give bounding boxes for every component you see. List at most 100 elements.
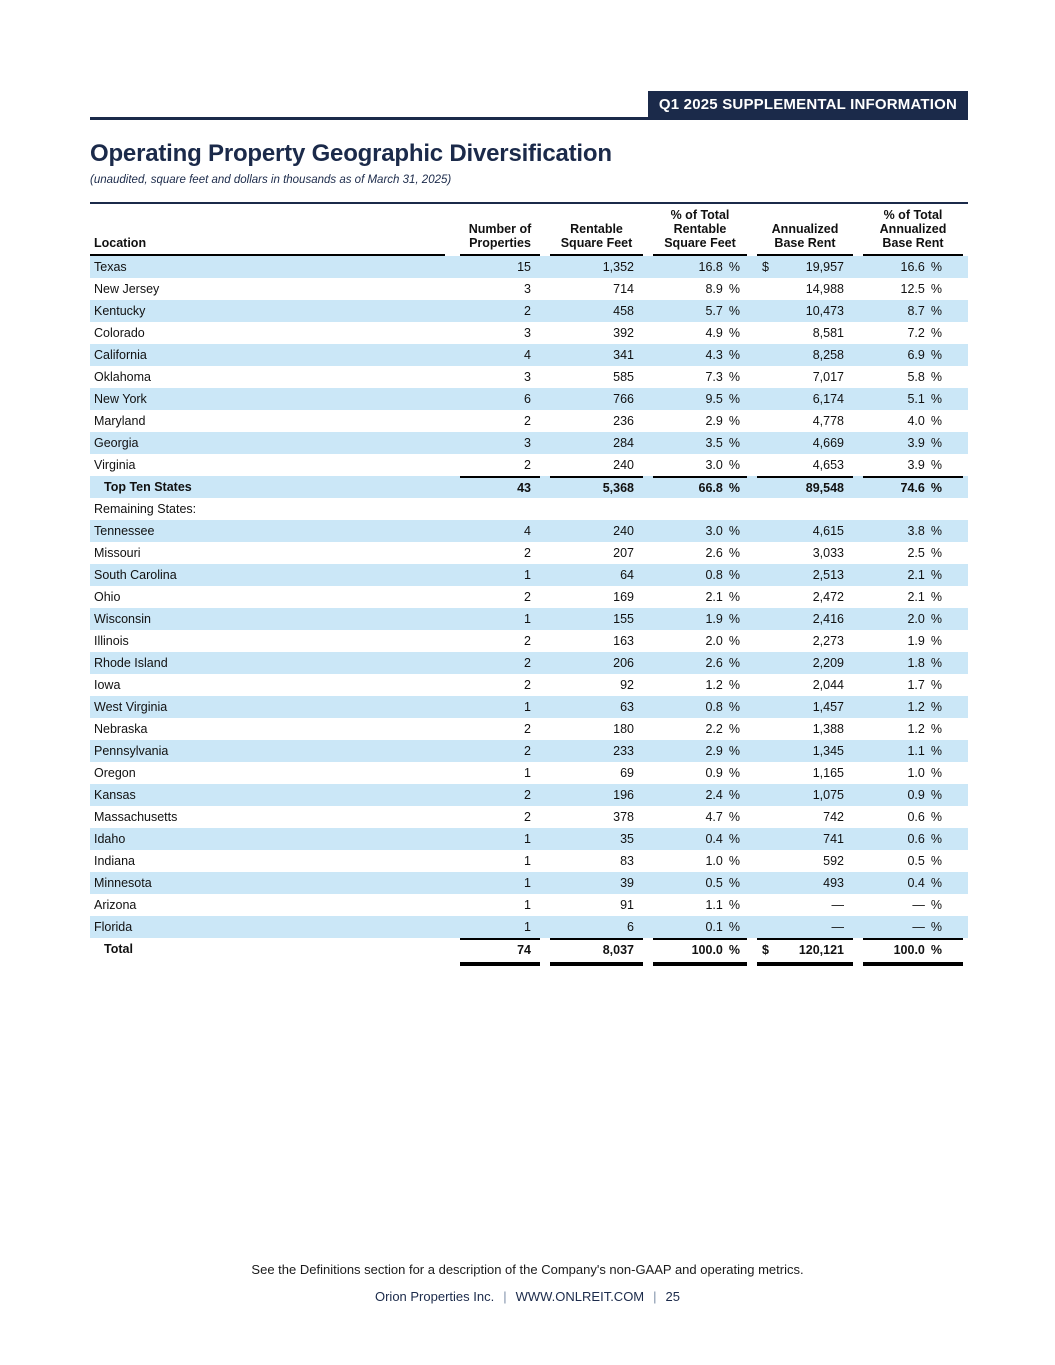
location-cell: Kansas	[94, 788, 136, 802]
table-row: Maryland 2 236 2.9% 4,778 4.0%	[90, 410, 968, 432]
location-cell: Missouri	[94, 546, 141, 560]
header-rule: Q1 2025 SUPPLEMENTAL INFORMATION	[90, 91, 968, 120]
properties-cell: 2	[524, 656, 531, 670]
percent-sign: %	[728, 810, 740, 824]
location-cell: Illinois	[94, 634, 129, 648]
percent-sign: %	[728, 656, 740, 670]
rentable-sf-cell: 64	[620, 568, 634, 582]
percent-sign: %	[728, 481, 740, 495]
properties-cell: 2	[524, 546, 531, 560]
percent-sign: %	[930, 832, 942, 846]
annualized-base-rent-cell: 4,669	[812, 436, 844, 450]
double-rule	[863, 962, 963, 966]
percent-sign: %	[728, 524, 740, 538]
table-row: Massachusetts 2 378 4.7% 742 0.6%	[90, 806, 968, 828]
location-cell: Florida	[94, 920, 133, 934]
percent-sign: %	[728, 722, 740, 736]
rentable-sf-cell: 284	[613, 436, 634, 450]
annualized-base-rent-cell: 19,957	[805, 260, 844, 274]
pct-annualized-base-rent-cell: 4.0	[907, 414, 925, 428]
total-double-rule-row	[90, 960, 968, 968]
percent-sign: %	[728, 634, 740, 648]
properties-cell: 74	[517, 943, 531, 957]
location-cell: New Jersey	[94, 282, 160, 296]
properties-cell: 2	[524, 678, 531, 692]
percent-sign: %	[930, 788, 942, 802]
pct-rentable-sf-cell: 1.0	[705, 854, 723, 868]
properties-cell: 4	[524, 348, 531, 362]
pct-rentable-sf-cell: 2.4	[705, 788, 723, 802]
pct-rentable-sf-cell: 2.9	[705, 744, 723, 758]
properties-cell: 2	[524, 590, 531, 604]
annualized-base-rent-cell: 493	[823, 876, 844, 890]
annualized-base-rent-cell: 1,075	[812, 788, 844, 802]
properties-cell: 3	[524, 370, 531, 384]
annualized-base-rent-cell: 592	[823, 854, 844, 868]
properties-cell: 2	[524, 304, 531, 318]
banner: Q1 2025 SUPPLEMENTAL INFORMATION	[647, 91, 968, 117]
annualized-base-rent-cell: 8,581	[812, 326, 844, 340]
pct-rentable-sf-cell: 3.0	[705, 458, 723, 472]
pct-rentable-sf-cell: 2.6	[705, 656, 723, 670]
properties-cell: 15	[517, 260, 531, 274]
pct-rentable-sf-cell: 2.2	[705, 722, 723, 736]
table-row: Missouri 2 207 2.6% 3,033 2.5%	[90, 542, 968, 564]
properties-cell: 2	[524, 810, 531, 824]
pct-annualized-base-rent-cell: —	[912, 920, 925, 934]
percent-sign: %	[930, 414, 942, 428]
percent-sign: %	[728, 744, 740, 758]
pct-rentable-sf-cell: 5.7	[705, 304, 723, 318]
pct-annualized-base-rent-cell: 2.1	[907, 590, 925, 604]
percent-sign: %	[930, 436, 942, 450]
location-cell: Maryland	[94, 414, 146, 428]
table-row: Minnesota 1 39 0.5% 493 0.4%	[90, 872, 968, 894]
table-row: Kentucky 2 458 5.7% 10,473 8.7%	[90, 300, 968, 322]
footnote: See the Definitions section for a descri…	[251, 1262, 804, 1277]
rentable-sf-cell: 236	[613, 414, 634, 428]
location-cell: Virginia	[94, 458, 136, 472]
footer: Orion Properties Inc. | WWW.ONLREIT.COM | 25	[0, 1289, 1055, 1304]
location-cell: South Carolina	[94, 568, 177, 582]
rentable-sf-cell: 180	[613, 722, 634, 736]
pct-annualized-base-rent-cell: 2.0	[907, 612, 925, 626]
pct-rentable-sf-cell: 1.9	[705, 612, 723, 626]
total-double-rule-section	[90, 960, 968, 968]
column-header-annualized-base-rent: Annualized Base Rent	[757, 204, 853, 256]
table-row: Colorado 3 392 4.9% 8,581 7.2%	[90, 322, 968, 344]
percent-sign: %	[728, 898, 740, 912]
percent-sign: %	[728, 414, 740, 428]
pct-annualized-base-rent-cell: 1.1	[907, 744, 925, 758]
properties-cell: 6	[524, 392, 531, 406]
properties-cell: 1	[524, 612, 531, 626]
pct-rentable-sf-cell: 1.1	[705, 898, 723, 912]
geographic-diversification-table: Location Number of Properties Rentable S…	[90, 202, 968, 968]
rentable-sf-cell: 392	[613, 326, 634, 340]
annualized-base-rent-cell: 742	[823, 810, 844, 824]
percent-sign: %	[930, 920, 942, 934]
percent-sign: %	[728, 436, 740, 450]
footer-website: WWW.ONLREIT.COM	[515, 1289, 645, 1304]
percent-sign: %	[930, 876, 942, 890]
pct-annualized-base-rent-cell: 100.0	[893, 943, 925, 957]
table-row: Illinois 2 163 2.0% 2,273 1.9%	[90, 630, 968, 652]
properties-cell: 1	[524, 876, 531, 890]
percent-sign: %	[728, 612, 740, 626]
pct-rentable-sf-cell: 0.9	[705, 766, 723, 780]
location-cell: California	[94, 348, 147, 362]
properties-cell: 2	[524, 722, 531, 736]
pct-annualized-base-rent-cell: 5.8	[907, 370, 925, 384]
percent-sign: %	[930, 810, 942, 824]
page-content: Q1 2025 SUPPLEMENTAL INFORMATION Operati…	[90, 0, 968, 968]
location-cell: West Virginia	[94, 700, 168, 714]
double-rule	[653, 962, 747, 966]
location-cell: Colorado	[94, 326, 145, 340]
table-header-row: Location Number of Properties Rentable S…	[90, 203, 968, 256]
location-cell: Wisconsin	[94, 612, 151, 626]
table-row: Idaho 1 35 0.4% 741 0.6%	[90, 828, 968, 850]
rentable-sf-cell: 458	[613, 304, 634, 318]
percent-sign: %	[728, 392, 740, 406]
pct-annualized-base-rent-cell: 6.9	[907, 348, 925, 362]
table-row: Total 74 8,037 100.0% $120,121 100.0%	[90, 938, 968, 960]
annualized-base-rent-cell: 3,033	[812, 546, 844, 560]
properties-cell: 1	[524, 766, 531, 780]
